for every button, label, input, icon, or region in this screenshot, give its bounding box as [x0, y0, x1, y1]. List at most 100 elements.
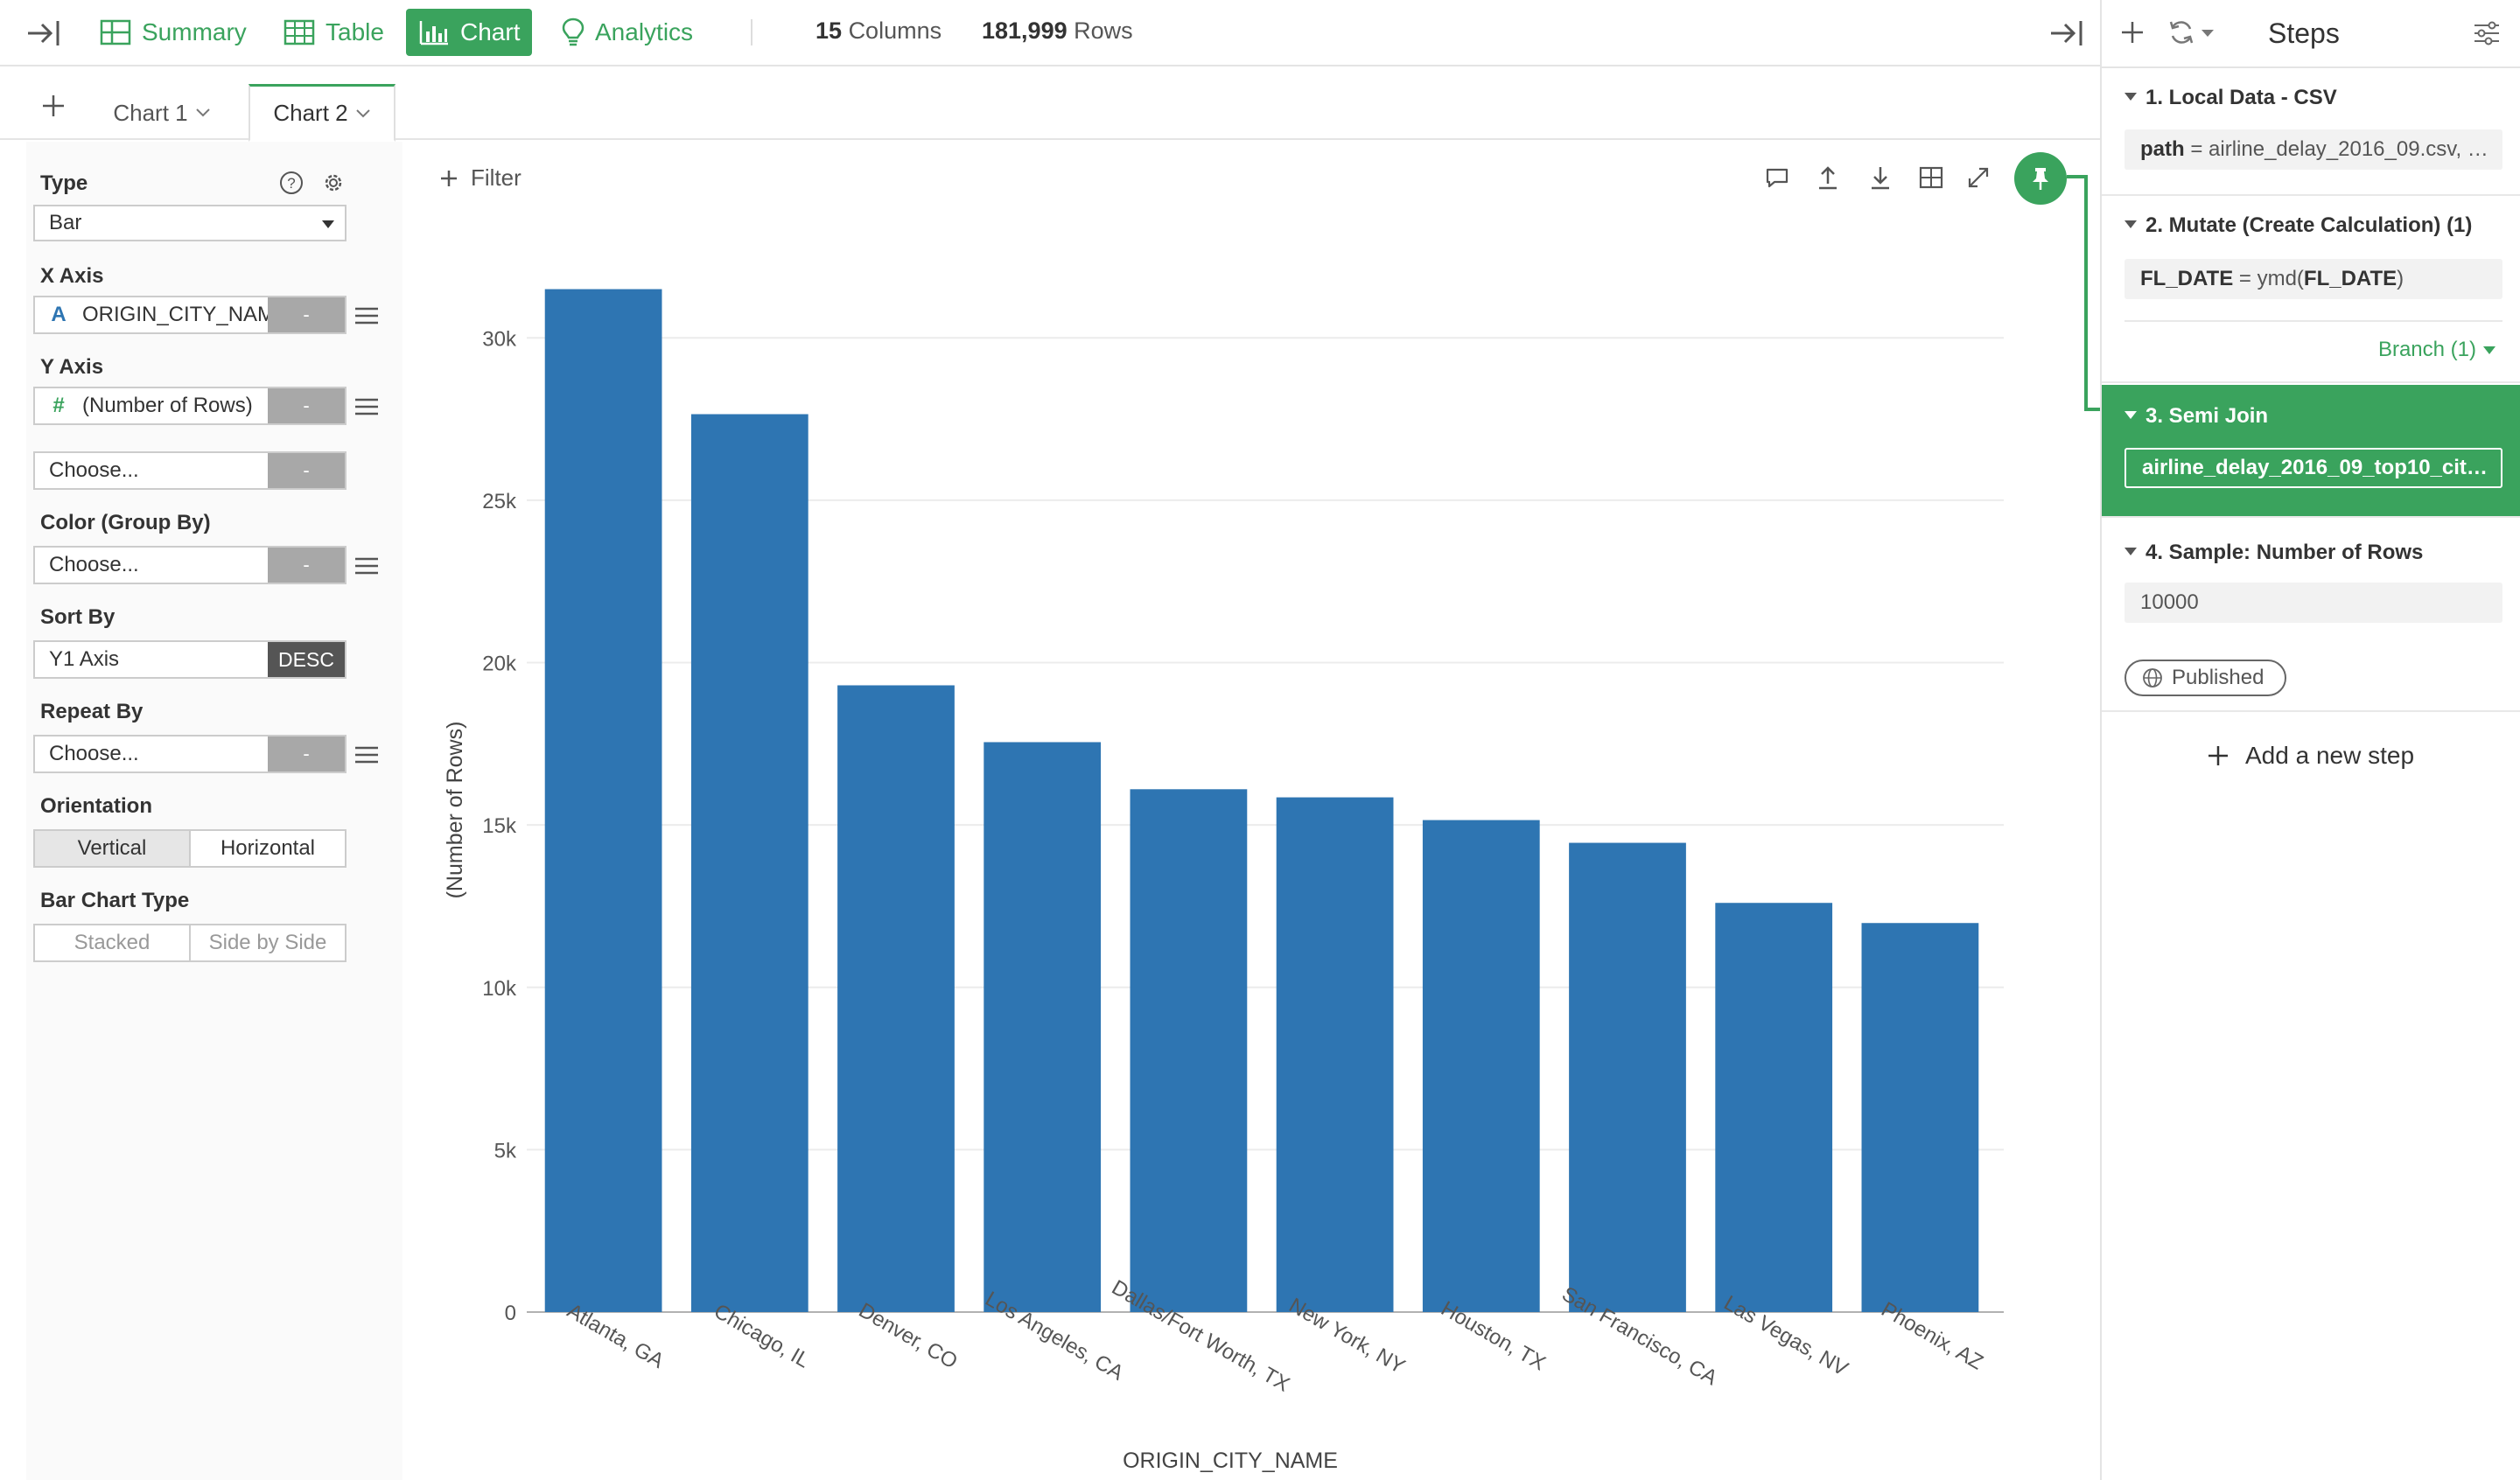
refresh-icon[interactable]: [2166, 17, 2196, 47]
step-3-param-value: airline_delay_2016_09_top10_citie...: [2142, 456, 2492, 479]
collapse-triangle-icon[interactable]: [2124, 220, 2137, 228]
branch-button[interactable]: Branch (1): [2378, 338, 2496, 362]
y-axis-label: Y Axis: [40, 355, 104, 379]
step-1-param-value: airline_delay_2016_09.csv, g...: [2208, 137, 2490, 161]
x-axis-remove-button[interactable]: -: [268, 297, 345, 332]
steps-header: Steps: [2102, 0, 2520, 68]
menu-icon[interactable]: [355, 306, 378, 325]
comment-icon[interactable]: [1762, 163, 1792, 192]
step-1-param[interactable]: path = airline_delay_2016_09.csv, g...: [2124, 129, 2502, 170]
collapse-triangle-icon[interactable]: [2124, 411, 2137, 419]
step-2[interactable]: 2. Mutate (Create Calculation) (1) FL_DA…: [2102, 198, 2520, 383]
y-axis-title: (Number of Rows): [443, 722, 467, 899]
step-1[interactable]: 1. Local Data - CSV path = airline_delay…: [2102, 70, 2520, 196]
collapse-left-icon[interactable]: [24, 16, 63, 51]
tab-table[interactable]: Table: [271, 9, 396, 56]
pin-icon: [2033, 168, 2048, 190]
bar: [837, 685, 955, 1312]
upload-icon[interactable]: [1813, 163, 1843, 192]
menu-icon[interactable]: [355, 745, 378, 764]
tab-summary[interactable]: Summary: [88, 9, 259, 56]
color-field[interactable]: Choose... -: [33, 546, 346, 584]
bar-type-side-by-side[interactable]: Side by Side: [191, 924, 346, 962]
y2-axis-field[interactable]: Choose... -: [33, 451, 346, 490]
step-3[interactable]: 3. Semi Join airline_delay_2016_09_top10…: [2102, 385, 2520, 518]
sort-value: Y1 Axis: [49, 647, 120, 671]
color-label: Color (Group By): [40, 511, 211, 534]
orientation-vertical[interactable]: Vertical: [33, 829, 191, 868]
collapse-triangle-icon[interactable]: [2124, 93, 2137, 101]
step-1-param-eq: =: [2184, 137, 2209, 161]
step-2-param-eq: = ymd(: [2233, 267, 2304, 290]
tab-table-label: Table: [326, 18, 384, 45]
tab-analytics[interactable]: Analytics: [550, 9, 705, 56]
tab-chart[interactable]: Chart: [406, 9, 533, 56]
pin-button[interactable]: [2014, 152, 2067, 205]
caret-down-icon[interactable]: [2200, 28, 2216, 38]
menu-icon[interactable]: [355, 556, 378, 576]
bar: [1861, 923, 1979, 1312]
bar: [1422, 820, 1540, 1312]
orientation-label: Orientation: [40, 794, 153, 818]
collapse-right-icon[interactable]: [2048, 16, 2086, 51]
chart-type-select[interactable]: Bar: [33, 205, 346, 241]
bar-type-stacked[interactable]: Stacked: [33, 924, 191, 962]
expand-icon[interactable]: [1964, 163, 1993, 192]
y-tick-label: 0: [505, 1302, 516, 1325]
bar: [690, 414, 808, 1312]
pin-connector-line: [2067, 175, 2102, 411]
download-icon[interactable]: [1866, 163, 1895, 192]
bar: [1715, 903, 1833, 1312]
y-tick-label: 30k: [482, 327, 517, 351]
x-axis-field[interactable]: A ORIGIN_CITY_NAME -: [33, 296, 346, 334]
svg-text:?: ?: [287, 175, 295, 192]
x-axis-title: ORIGIN_CITY_NAME: [1123, 1449, 1338, 1473]
y2-axis-remove-button[interactable]: -: [268, 453, 345, 488]
y-axis-field[interactable]: # (Number of Rows) -: [33, 387, 346, 425]
step-3-title: 3. Semi Join: [2146, 404, 2269, 428]
step-3-param[interactable]: airline_delay_2016_09_top10_citie...: [2124, 448, 2502, 488]
add-chart-icon[interactable]: [40, 93, 66, 119]
y-tick-label: 10k: [482, 977, 517, 1001]
menu-icon[interactable]: [355, 397, 378, 416]
tab-chart-1-label: Chart 1: [113, 99, 188, 126]
repeat-field[interactable]: Choose... -: [33, 735, 346, 773]
table-view-icon[interactable]: [1916, 163, 1946, 192]
sort-label: Sort By: [40, 605, 116, 629]
number-type-icon: #: [52, 394, 65, 417]
caret-down-icon: [2483, 346, 2496, 354]
gear-icon[interactable]: [320, 170, 346, 196]
filter-button[interactable]: Filter: [439, 164, 522, 192]
orientation-horizontal[interactable]: Horizontal: [191, 829, 346, 868]
step-4[interactable]: 4. Sample: Number of Rows 10000 Publishe…: [2102, 520, 2520, 712]
tab-chart-1[interactable]: Chart 1: [96, 84, 228, 142]
step-2-title: 2. Mutate (Create Calculation) (1): [2146, 213, 2473, 237]
sort-field[interactable]: Y1 Axis DESC: [33, 640, 346, 679]
rows-count-label: Rows: [1074, 17, 1133, 44]
repeat-label: Repeat By: [40, 700, 144, 723]
add-step-icon[interactable]: [2119, 19, 2146, 45]
tab-summary-label: Summary: [142, 18, 247, 45]
sort-order-button[interactable]: DESC: [268, 642, 345, 677]
summary-grid-icon: [100, 19, 131, 45]
published-badge[interactable]: Published: [2124, 660, 2287, 696]
tab-chart-2[interactable]: Chart 2: [248, 84, 396, 142]
rows-count-value: 181,999: [982, 17, 1068, 44]
step-2-param[interactable]: FL_DATE = ymd(FL_DATE): [2124, 259, 2502, 299]
add-new-step-button[interactable]: Add a new step: [2207, 742, 2414, 770]
color-remove-button[interactable]: -: [268, 548, 345, 583]
settings-sliders-icon[interactable]: [2473, 21, 2501, 45]
bar: [984, 742, 1102, 1312]
help-icon[interactable]: ?: [278, 170, 304, 196]
step-4-param[interactable]: 10000: [2124, 583, 2502, 623]
collapse-triangle-icon[interactable]: [2124, 548, 2137, 555]
repeat-remove-button[interactable]: -: [268, 737, 345, 771]
y-axis-remove-button[interactable]: -: [268, 388, 345, 423]
chevron-down-icon: [195, 108, 210, 117]
globe-icon: [2143, 668, 2162, 688]
step-4-param-value: 10000: [2140, 590, 2199, 614]
bar-type-toggle: Stacked Side by Side: [33, 924, 346, 962]
top-bar: Summary Table Chart Analytics: [0, 0, 2100, 66]
plus-icon: [2208, 746, 2228, 765]
